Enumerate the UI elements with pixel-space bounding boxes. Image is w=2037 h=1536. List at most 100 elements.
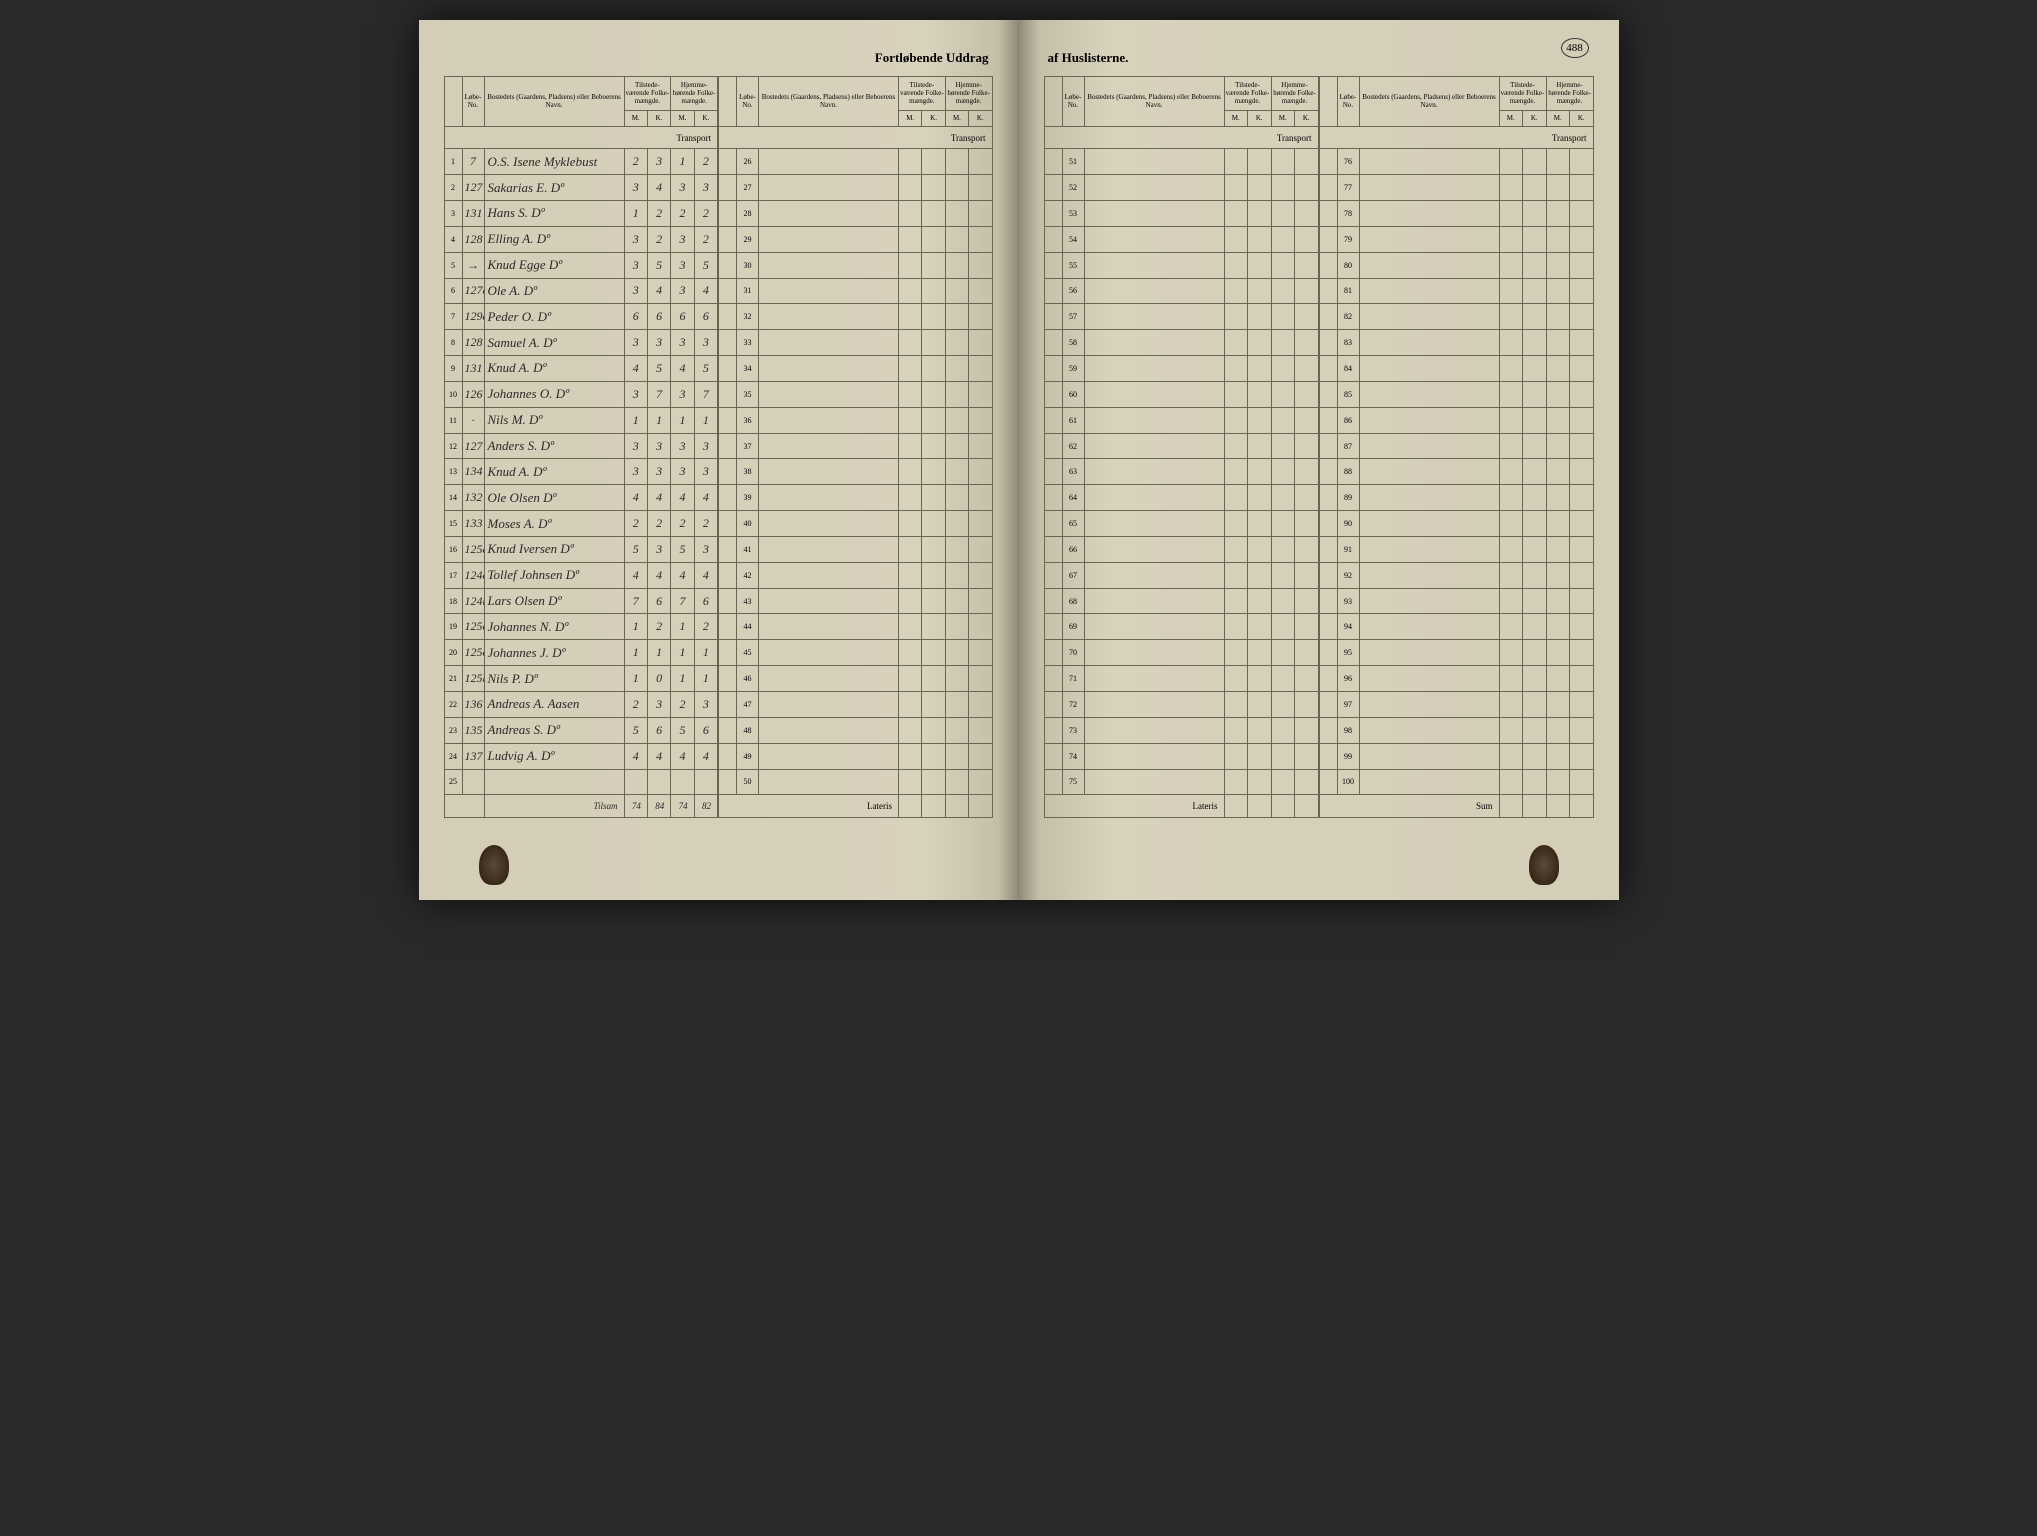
row-num: 52 bbox=[1062, 175, 1084, 201]
resident-name: Ole A. Dº bbox=[484, 278, 624, 304]
row-num: 78 bbox=[1337, 200, 1359, 226]
hjemme-k: 1 bbox=[694, 640, 717, 666]
table-row: 83 bbox=[1319, 330, 1593, 356]
row-num: 41 bbox=[737, 536, 759, 562]
table-row: 81 bbox=[1319, 278, 1593, 304]
hjemme-k: 7 bbox=[694, 381, 717, 407]
row-num: 36 bbox=[737, 407, 759, 433]
row-num: 37 bbox=[737, 433, 759, 459]
row-num: 4 bbox=[444, 226, 462, 252]
hjemme-m: 3 bbox=[671, 252, 694, 278]
table-row: 21125bNils P. Dº1011 bbox=[444, 666, 718, 692]
table-row: 94 bbox=[1319, 614, 1593, 640]
hjemme-k: 4 bbox=[694, 743, 717, 769]
row-num: 12 bbox=[444, 433, 462, 459]
tilsam-label: Tilsam bbox=[484, 795, 624, 817]
row-num: 62 bbox=[1062, 433, 1084, 459]
tilstede-k: 4 bbox=[647, 278, 670, 304]
row-num: 6 bbox=[444, 278, 462, 304]
row-num: 88 bbox=[1337, 459, 1359, 485]
table-row: 89 bbox=[1319, 485, 1593, 511]
tilstede-k: 3 bbox=[647, 459, 670, 485]
hjemme-k: 1 bbox=[694, 407, 717, 433]
huslist-num: 128 bbox=[462, 330, 484, 356]
hjemme-m: 2 bbox=[671, 511, 694, 537]
table-row: 63 bbox=[1044, 459, 1318, 485]
huslist-num: 125a bbox=[462, 536, 484, 562]
resident-name: O.S. Isene Myklebust bbox=[484, 149, 624, 175]
table-row: 32 bbox=[719, 304, 993, 330]
table-row: 12127Anders S. Dº3333 bbox=[444, 433, 718, 459]
hjemme-m: 3 bbox=[671, 330, 694, 356]
total-hm: 74 bbox=[671, 795, 694, 817]
hjemme-k: 1 bbox=[694, 666, 717, 692]
hjemme-m: 1 bbox=[671, 666, 694, 692]
hjemme-m: 6 bbox=[671, 304, 694, 330]
hjemme-m: 3 bbox=[671, 433, 694, 459]
resident-name: Anders S. Dº bbox=[484, 433, 624, 459]
table-row: 90 bbox=[1319, 511, 1593, 537]
row-num: 60 bbox=[1062, 381, 1084, 407]
huslist-num: 132 bbox=[462, 485, 484, 511]
table-row: 11·Nils M. Dº1111 bbox=[444, 407, 718, 433]
tilstede-k: 2 bbox=[647, 226, 670, 252]
col-tilstede: Tilstede- værende Folke- mængde. bbox=[624, 77, 671, 111]
hjemme-k: 4 bbox=[694, 485, 717, 511]
hjemme-k: 6 bbox=[694, 717, 717, 743]
row-num: 17 bbox=[444, 562, 462, 588]
row-num: 22 bbox=[444, 692, 462, 718]
row-num: 82 bbox=[1337, 304, 1359, 330]
hjemme-k: 2 bbox=[694, 149, 717, 175]
huslist-num bbox=[462, 769, 484, 795]
hjemme-k: 6 bbox=[694, 304, 717, 330]
row-num: 5 bbox=[444, 252, 462, 278]
hjemme-k: 2 bbox=[694, 614, 717, 640]
hjemme-m: 4 bbox=[671, 743, 694, 769]
table-row: 30 bbox=[719, 252, 993, 278]
resident-name: Knud Egge Dº bbox=[484, 252, 624, 278]
row-num: 79 bbox=[1337, 226, 1359, 252]
table-row: 78 bbox=[1319, 200, 1593, 226]
table-left-a: Huslisternes No. Løbe- No. Bostedets (Ga… bbox=[444, 76, 719, 818]
tilstede-k: 7 bbox=[647, 381, 670, 407]
table-row: 76 bbox=[1319, 149, 1593, 175]
row-num: 90 bbox=[1337, 511, 1359, 537]
row-num: 25 bbox=[444, 769, 462, 795]
right-page-tables: Huslisternes No. Løbe- No. Bostedets (Ga… bbox=[1044, 76, 1594, 809]
hjemme-k: 5 bbox=[694, 252, 717, 278]
footer-label: Sum bbox=[1319, 795, 1499, 817]
row-num: 94 bbox=[1337, 614, 1359, 640]
table-row: 68 bbox=[1044, 588, 1318, 614]
book-spread: Fortløbende Uddrag Huslisternes No. Løbe… bbox=[419, 20, 1619, 900]
table-row: 10126Johannes O. Dº3737 bbox=[444, 381, 718, 407]
huslist-num: 131 bbox=[462, 200, 484, 226]
row-num: 69 bbox=[1062, 614, 1084, 640]
row-num: 59 bbox=[1062, 356, 1084, 382]
table-row: 38 bbox=[719, 459, 993, 485]
table-row: 20125cJohannes J. Dº1111 bbox=[444, 640, 718, 666]
total-hk: 82 bbox=[694, 795, 717, 817]
huslist-num: 127 bbox=[462, 175, 484, 201]
huslist-num: 125c bbox=[462, 640, 484, 666]
tilstede-k: 1 bbox=[647, 407, 670, 433]
table-row: 17O.S. Isene Myklebust2312 bbox=[444, 149, 718, 175]
resident-name: Knud Iversen Dº bbox=[484, 536, 624, 562]
huslist-num: 127a bbox=[462, 278, 484, 304]
table-row: 62 bbox=[1044, 433, 1318, 459]
table-row: 43 bbox=[719, 588, 993, 614]
row-num: 73 bbox=[1062, 717, 1084, 743]
hjemme-m: 3 bbox=[671, 226, 694, 252]
row-num: 99 bbox=[1337, 743, 1359, 769]
row-num: 64 bbox=[1062, 485, 1084, 511]
resident-name bbox=[484, 769, 624, 795]
table-row: 57 bbox=[1044, 304, 1318, 330]
row-num: 76 bbox=[1337, 149, 1359, 175]
row-num: 39 bbox=[737, 485, 759, 511]
row-num: 34 bbox=[737, 356, 759, 382]
resident-name: Tollef Johnsen Dº bbox=[484, 562, 624, 588]
tilstede-m: 3 bbox=[624, 278, 647, 304]
resident-name: Ludvig A. Dº bbox=[484, 743, 624, 769]
table-row: 13134Knud A. Dº3333 bbox=[444, 459, 718, 485]
table-row: 42 bbox=[719, 562, 993, 588]
row-num: 68 bbox=[1062, 588, 1084, 614]
